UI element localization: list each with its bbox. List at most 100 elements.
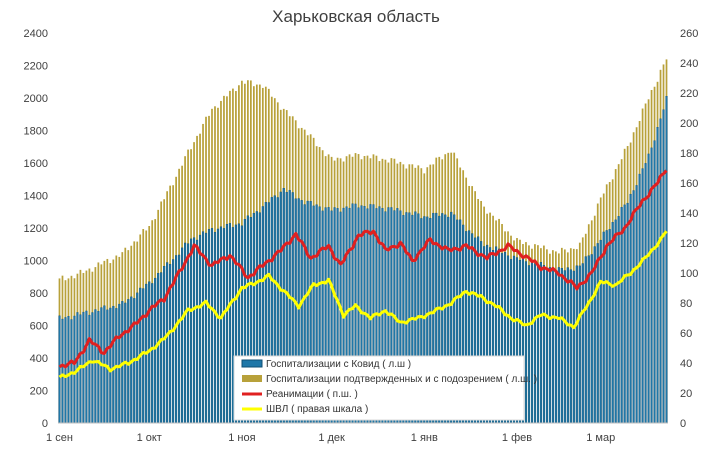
bar-covid xyxy=(64,317,67,424)
bar-covid xyxy=(587,255,590,424)
left-axis-ticks: 0 200 400 600 800 1000 1200 1400 1600 1800 2000 220… xyxy=(24,28,48,430)
bar-covid xyxy=(617,216,620,424)
right-tick-label: 160 xyxy=(680,178,698,190)
left-tick-label: 2000 xyxy=(24,93,48,105)
bar-covid xyxy=(94,309,97,424)
bar-covid xyxy=(578,265,581,424)
bar-covid xyxy=(91,312,94,424)
bar-covid xyxy=(157,272,160,424)
left-tick-label: 600 xyxy=(30,321,48,333)
left-tick-label: 1600 xyxy=(24,158,48,170)
left-tick-label: 2200 xyxy=(24,61,48,73)
bar-covid xyxy=(551,269,554,424)
bar-covid xyxy=(184,242,187,424)
bar-covid xyxy=(533,263,537,424)
bar-covid xyxy=(632,190,635,424)
bar-covid xyxy=(127,299,130,424)
bar-covid xyxy=(590,254,593,424)
bar-covid xyxy=(548,267,551,424)
bar-covid xyxy=(178,254,181,424)
bar-covid xyxy=(656,127,659,424)
bar-covid xyxy=(112,305,115,424)
legend-label-reanimation: Реанимации ( п.ш. ) xyxy=(266,389,358,400)
bar-covid xyxy=(614,219,617,424)
line-ventilators xyxy=(58,230,668,379)
x-tick-label: 1 янв xyxy=(411,432,438,444)
line-reanimation xyxy=(58,169,668,369)
bar-covid xyxy=(599,239,602,424)
bar-covid xyxy=(195,239,199,424)
bar-covid xyxy=(187,243,190,424)
bar-covid xyxy=(629,193,632,424)
bar-covid xyxy=(207,229,211,424)
bar-covid xyxy=(563,270,566,424)
bar-covid xyxy=(88,314,91,424)
bar-covid xyxy=(216,228,220,424)
x-tick-label: 1 окт xyxy=(137,432,162,444)
bar-covid xyxy=(530,262,534,424)
right-tick-label: 120 xyxy=(680,238,698,250)
legend-item-reanimation: Реанимации ( п.ш. ) xyxy=(242,389,358,400)
bar-covid xyxy=(228,223,232,424)
x-axis-ticks: 1 сен 1 окт 1 ноя 1 дек 1 янв 1 фев 1 мар xyxy=(46,432,615,444)
bar-covid xyxy=(653,140,656,424)
left-tick-label: 1000 xyxy=(24,256,48,268)
legend: Госпитализации с Ковид ( л.ш ) Госпитали… xyxy=(233,355,537,421)
bar-covid xyxy=(85,310,88,424)
legend-label-ventilators: ШВЛ ( правая шкала ) xyxy=(266,404,368,415)
right-tick-label: 40 xyxy=(680,358,692,370)
bar-covid xyxy=(163,266,166,424)
right-tick-label: 0 xyxy=(680,418,686,430)
bar-covid xyxy=(154,277,157,424)
bar-covid xyxy=(536,265,539,424)
legend-item-covid: Госпитализации с Ковид ( л.ш ) xyxy=(241,359,411,370)
bar-covid xyxy=(638,173,641,424)
right-tick-label: 260 xyxy=(680,28,698,40)
legend-item-ventilators: ШВЛ ( правая шкала ) xyxy=(242,404,368,415)
legend-label-covid: Госпитализации с Ковид ( л.ш ) xyxy=(266,359,411,370)
right-tick-label: 20 xyxy=(680,388,692,400)
x-tick-label: 1 фев xyxy=(502,432,532,444)
bar-covid xyxy=(581,263,584,424)
left-tick-label: 800 xyxy=(30,288,48,300)
bar-covid xyxy=(118,303,121,424)
bar-covid xyxy=(545,269,548,424)
right-tick-label: 240 xyxy=(680,58,698,70)
right-tick-label: 80 xyxy=(680,298,692,310)
left-tick-label: 2400 xyxy=(24,28,48,40)
bar-covid xyxy=(620,207,623,424)
left-tick-label: 1400 xyxy=(24,191,48,203)
bar-covid xyxy=(160,272,163,424)
bar-covid xyxy=(166,262,169,424)
bar-covid xyxy=(557,267,560,424)
bar-covid xyxy=(524,261,528,424)
bar-covid xyxy=(181,247,184,424)
bar-covid xyxy=(635,185,638,424)
bar-covid xyxy=(198,234,202,424)
right-tick-label: 60 xyxy=(680,328,692,340)
bar-covid xyxy=(644,163,647,424)
bar-covid xyxy=(192,237,196,424)
x-tick-label: 1 сен xyxy=(46,432,73,444)
bar-covid xyxy=(109,307,112,424)
bar-covid xyxy=(665,96,668,424)
bar-covid xyxy=(189,238,193,424)
bar-covid xyxy=(572,270,575,424)
chart-title: Харьковская область xyxy=(272,7,440,26)
bar-covid xyxy=(58,315,61,424)
right-tick-label: 200 xyxy=(680,118,698,130)
bar-covid xyxy=(596,243,599,424)
bar-covid xyxy=(659,118,662,424)
legend-box xyxy=(233,355,525,421)
bar-covid xyxy=(527,265,531,424)
bar-covid xyxy=(539,262,542,424)
legend-label-suspected: Госпитализации подтвержденных и с подозр… xyxy=(266,374,537,385)
legend-swatch-suspected xyxy=(242,375,262,382)
x-tick-label: 1 дек xyxy=(318,432,345,444)
bar-covid xyxy=(225,224,229,424)
bar-covid xyxy=(73,315,76,424)
x-tick-label: 1 ноя xyxy=(228,432,255,444)
bar-covid xyxy=(605,230,608,424)
bar-covid xyxy=(554,271,557,424)
